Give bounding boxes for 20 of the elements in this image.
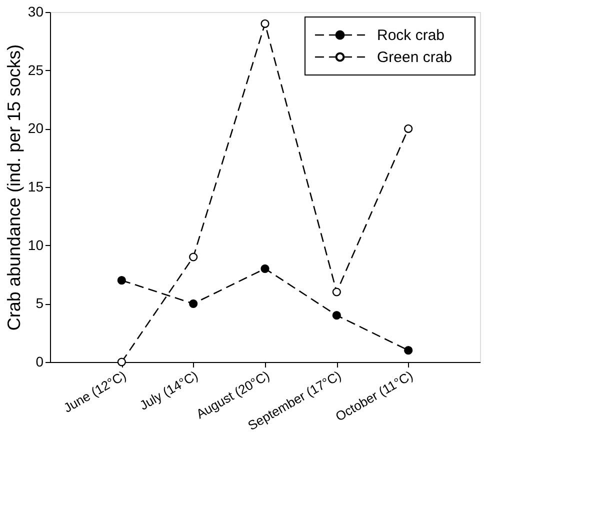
- legend-label: Green crab: [377, 49, 452, 66]
- y-tick-label: 20: [28, 120, 44, 136]
- point: [117, 276, 126, 285]
- point: [189, 252, 198, 262]
- point: [260, 19, 270, 28]
- y-tick-label: 5: [36, 295, 44, 312]
- legend-label: Rock crab: [377, 27, 445, 44]
- y-tick-label: 25: [28, 62, 44, 78]
- point: [332, 311, 341, 320]
- point: [404, 124, 413, 133]
- y-tick-label: 15: [28, 178, 44, 194]
- point: [260, 264, 270, 273]
- y-tick-label: 10: [28, 236, 44, 253]
- point: [404, 346, 413, 355]
- y-tick-label: 30: [28, 4, 44, 20]
- y-tick-label: 0: [36, 354, 44, 370]
- point: [332, 288, 341, 296]
- point: [189, 299, 198, 308]
- y-axis-title: Crab abundance (ind. per 15 socks): [4, 44, 24, 331]
- point: [117, 358, 126, 366]
